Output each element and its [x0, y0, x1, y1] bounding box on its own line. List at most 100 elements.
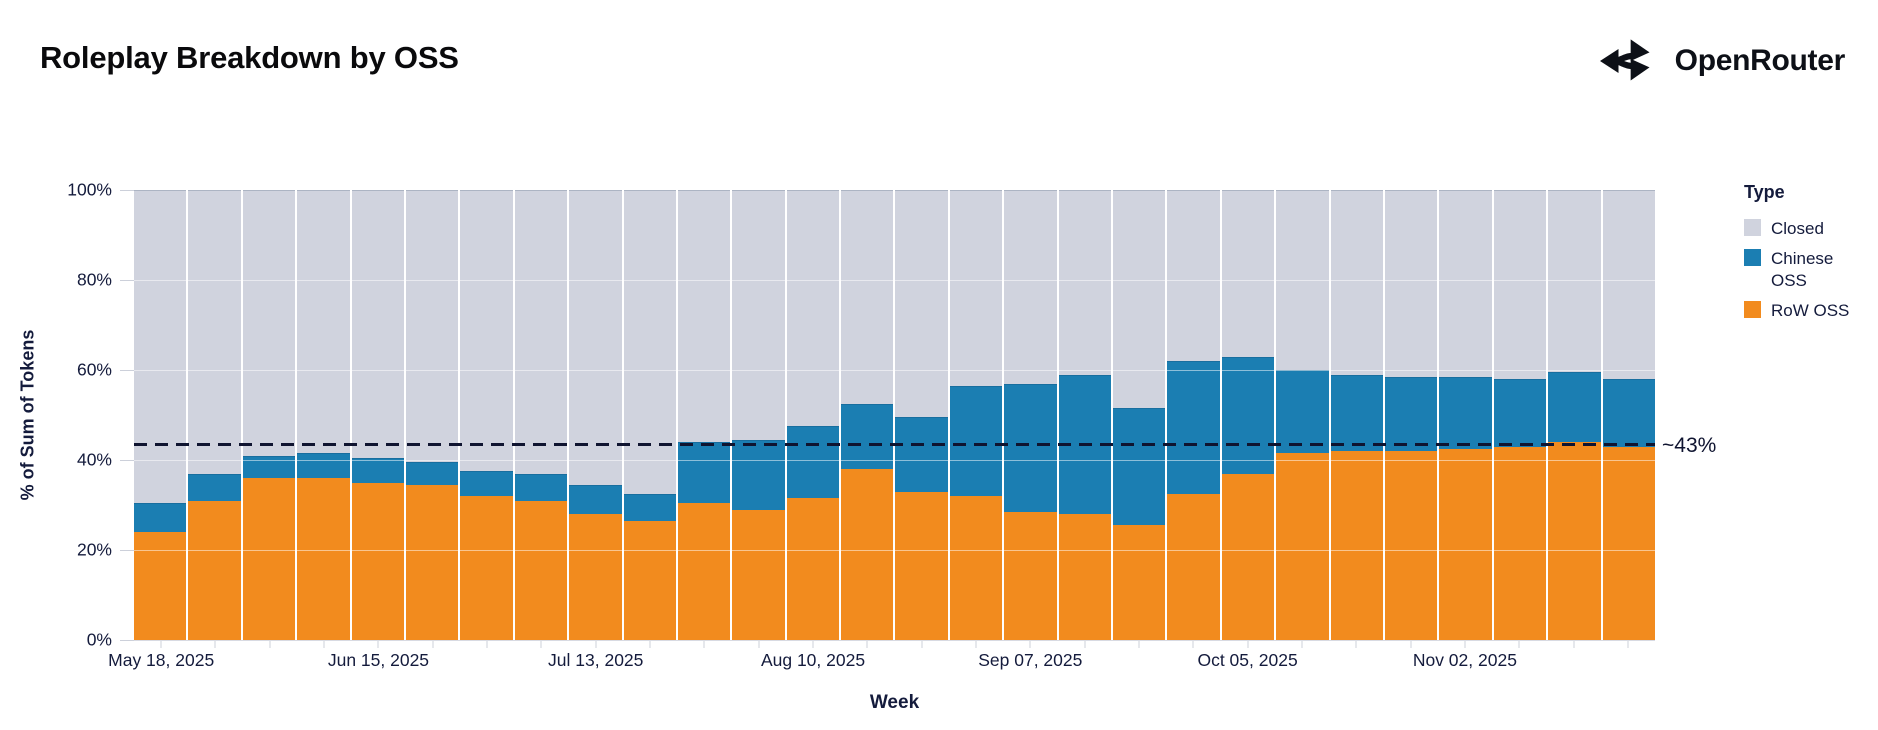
bar-segment-chinese-oss: [405, 462, 459, 485]
bar-segment-chinese-oss: [188, 473, 241, 501]
bar-segment-row-oss: [1330, 451, 1383, 640]
x-tick-label: May 18, 2025: [108, 650, 215, 670]
y-tick-label: 100%: [67, 179, 112, 200]
x-axis-ticks: [134, 641, 1655, 648]
legend-swatch: [1744, 249, 1761, 267]
bar-jun-15-2025: [351, 190, 404, 640]
bar-segment-closed: [405, 190, 459, 463]
bar-nov-09-2025: [1493, 190, 1547, 640]
y-axis-labels: 100% 80% 60% 40% 20% 0%: [0, 180, 112, 650]
bar-aug-24-2025: [895, 190, 948, 640]
bar-segment-closed: [297, 190, 350, 454]
bar-segment-closed: [1004, 190, 1057, 384]
bar-segment-row-oss: [1548, 442, 1601, 640]
bar-segment-row-oss: [841, 469, 894, 640]
x-tick: [432, 641, 434, 648]
x-tick: [1464, 641, 1466, 648]
bar-segment-row-oss: [1221, 473, 1275, 640]
bar-segment-row-oss: [405, 484, 459, 640]
bar-segment-closed: [949, 190, 1003, 386]
bar-segment-chinese-oss: [1276, 370, 1329, 454]
x-tick-label: Jun 15, 2025: [327, 650, 430, 670]
bar-jul-13-2025: [569, 190, 622, 640]
bar-aug-17-2025: [841, 190, 894, 640]
x-tick: [1410, 641, 1412, 648]
bar-segment-chinese-oss: [895, 417, 948, 492]
bar-segment-closed: [188, 190, 241, 474]
bar-segment-row-oss: [1276, 453, 1329, 640]
bar-segment-row-oss: [1004, 511, 1057, 640]
reference-line-label: ~43%: [1662, 434, 1717, 457]
bar-jul-06-2025: [514, 190, 568, 640]
bar-segment-chinese-oss: [786, 426, 840, 499]
bar-segment-closed: [1439, 190, 1492, 377]
x-tick-label: Aug 10, 2025: [760, 650, 866, 670]
x-tick-label: Jul 13, 2025: [548, 650, 644, 670]
x-tick-label: Oct 05, 2025: [1197, 650, 1298, 670]
x-tick: [486, 641, 488, 648]
x-tick: [758, 641, 760, 648]
bar-oct-12-2025: [1276, 190, 1329, 640]
bar-segment-chinese-oss: [677, 442, 731, 503]
y-tick-label: 80%: [76, 269, 112, 290]
bar-jun-08-2025: [297, 190, 350, 640]
x-tick: [1084, 641, 1086, 648]
y-tick: [120, 190, 134, 191]
bar-jul-20-2025: [623, 190, 676, 640]
x-tick: [1518, 641, 1520, 648]
bar-segment-chinese-oss: [732, 439, 785, 510]
bar-segment-closed: [569, 190, 622, 485]
x-tick: [1247, 641, 1249, 648]
bar-oct-26-2025: [1384, 190, 1438, 640]
bar-jun-01-2025: [242, 190, 296, 640]
bar-segment-row-oss: [623, 520, 676, 640]
x-tick: [866, 641, 868, 648]
legend-item-chinese-oss: Chinese OSS: [1744, 248, 1864, 291]
bar-segment-closed: [460, 190, 513, 472]
bar-sep-28-2025: [1167, 190, 1220, 640]
bar-jun-29-2025: [460, 190, 513, 640]
x-tick: [1029, 641, 1031, 648]
legend-item-row-oss: RoW OSS: [1744, 300, 1864, 321]
bar-segment-row-oss: [188, 500, 241, 640]
bar-segment-closed: [1384, 190, 1438, 377]
y-tick-label: 20%: [76, 539, 112, 560]
bar-segment-row-oss: [460, 496, 513, 640]
bar-segment-chinese-oss: [242, 455, 296, 478]
openrouter-icon: [1599, 39, 1650, 81]
bar-segment-row-oss: [786, 498, 840, 640]
y-tick: [120, 370, 134, 371]
bar-segment-row-oss: [297, 478, 350, 640]
plot-area: [134, 190, 1655, 640]
bar-segment-closed: [1330, 190, 1383, 375]
bar-sep-21-2025: [1113, 190, 1166, 640]
bar-oct-05-2025: [1221, 190, 1275, 640]
y-tick-label: 40%: [76, 449, 112, 470]
bar-segment-chinese-oss: [841, 403, 894, 469]
bar-sep-07-2025: [1004, 190, 1057, 640]
bar-segment-row-oss: [1167, 493, 1220, 640]
bar-oct-19-2025: [1330, 190, 1383, 640]
bar-segment-closed: [732, 190, 785, 440]
bar-nov-02-2025: [1439, 190, 1492, 640]
x-tick: [160, 641, 162, 648]
x-tick: [214, 641, 216, 648]
x-tick: [649, 641, 651, 648]
bar-nov-16-2025: [1548, 190, 1601, 640]
x-tick: [1301, 641, 1303, 648]
bar-segment-row-oss: [732, 509, 785, 640]
bar-segment-closed: [1602, 190, 1655, 379]
y-tick: [120, 280, 134, 281]
x-tick: [1138, 641, 1140, 648]
x-axis-title: Week: [869, 692, 920, 713]
x-axis-labels: May 18, 2025 Jun 15, 2025 Jul 13, 2025 Aug …: [108, 650, 1655, 674]
x-tick-label: Sep 07, 2025: [978, 650, 1083, 670]
page-title: Roleplay Breakdown by OSS: [40, 40, 459, 75]
bar-segment-closed: [1493, 190, 1547, 379]
x-tick: [921, 641, 923, 648]
bar-segment-closed: [1276, 190, 1329, 370]
bar-segment-chinese-oss: [1330, 374, 1383, 451]
bar-segment-closed: [1221, 190, 1275, 357]
legend-items: Closed Chinese OSS RoW OSS: [1744, 218, 1864, 321]
y-tick-label: 60%: [76, 359, 112, 380]
